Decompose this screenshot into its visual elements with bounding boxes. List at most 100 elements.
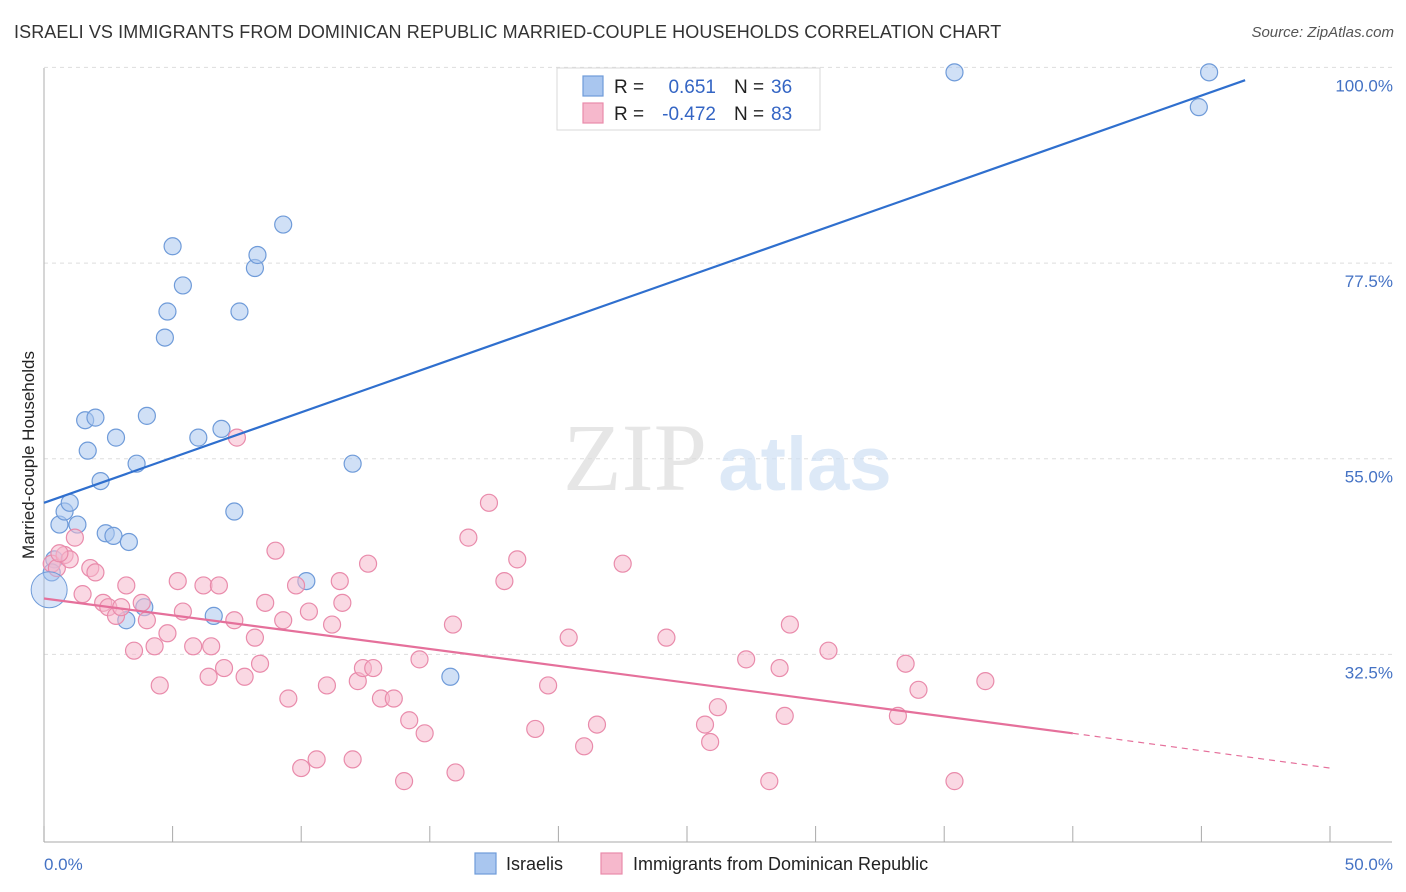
israelis-point [212, 419, 231, 439]
israelis-point [119, 532, 138, 552]
israelis-point [86, 408, 105, 427]
dominican-point [145, 637, 164, 656]
israelis-point [78, 441, 97, 460]
y-axis-label: Married-couple Households [19, 351, 38, 559]
legend-n-label-dominican: N = [734, 104, 764, 125]
israelis-point [104, 526, 123, 545]
israelis-point [158, 302, 177, 321]
dominican-point [459, 528, 478, 547]
dominican-point [770, 658, 789, 678]
dominican-point [945, 772, 964, 791]
x-tick-label-min: 0.0% [44, 855, 83, 874]
israelis-point [106, 428, 126, 447]
israelis-point [248, 245, 267, 265]
dominican-point [322, 615, 342, 634]
trend-lines [43, 79, 1331, 769]
dominican-point [235, 667, 254, 686]
grid-lines [44, 66, 1392, 655]
israelis-point [945, 63, 964, 82]
bottom-legend-swatch-dominican [600, 852, 623, 875]
legend-swatch-dominican [582, 102, 604, 124]
dominican-point [137, 611, 156, 630]
dominican-point [358, 554, 378, 573]
chart-title: ISRAELI VS IMMIGRANTS FROM DOMINICAN REP… [14, 22, 1002, 42]
dominican-point [737, 650, 756, 669]
dominican-point [194, 576, 213, 595]
israelis-point [225, 502, 244, 521]
bottom-legend-label-dominican: Immigrants from Dominican Republic [633, 854, 928, 874]
dominican-point [184, 637, 203, 656]
legend-r-label-israelis: R = [614, 77, 644, 98]
data-points [30, 63, 1219, 791]
dominican-point [400, 711, 419, 730]
dominican-point [976, 672, 995, 691]
dominican-point [256, 593, 275, 612]
legend-n-value-dominican: 83 [771, 104, 792, 125]
dominican-point [539, 676, 558, 695]
dominican-point [209, 576, 228, 595]
dominican-point [317, 676, 337, 695]
dominican-point [415, 724, 434, 743]
watermark-zip: ZIP [563, 404, 707, 511]
dominican-point [394, 772, 414, 791]
dominican-point [587, 715, 607, 734]
dominican-point [333, 593, 352, 612]
axes: 32.5% 55.0% 77.5% 100.0% 0.0% 50.0% [43, 68, 1393, 874]
dominican-point [575, 737, 594, 756]
dominican-point [168, 572, 187, 591]
dominican-point [657, 628, 676, 647]
israelis-point [441, 667, 460, 686]
israelis-cluster-point [30, 571, 68, 609]
dominican-point [250, 654, 270, 673]
dominican-point [286, 576, 306, 595]
dominican-point [410, 650, 429, 669]
dominican-point [909, 680, 928, 699]
israelis-point [343, 454, 362, 473]
dominican-point [279, 689, 298, 708]
israelis-point [230, 302, 249, 321]
dominican-point [760, 772, 779, 791]
dominican-point [124, 641, 144, 660]
israelis-point [189, 428, 208, 447]
israelis-point [163, 237, 182, 256]
dominican-point [495, 572, 514, 591]
legend-swatch-israelis [582, 75, 604, 97]
dominican-point [479, 493, 499, 512]
dominican-point [214, 658, 234, 678]
legend-r-value-dominican: -0.472 [662, 104, 716, 125]
israelis-point [1189, 98, 1208, 117]
dominican-point [292, 758, 311, 778]
dominican-point [613, 554, 632, 573]
israelis-point [173, 276, 192, 295]
israelis-point [274, 215, 293, 234]
dominican-point [819, 641, 838, 660]
dominican-point [695, 715, 715, 734]
dominican-point [708, 698, 727, 717]
bottom-legend-label-israelis: Israelis [506, 854, 563, 874]
dominican-point [330, 572, 349, 591]
bottom-legend-swatch-israelis [474, 852, 497, 875]
dominican-point [896, 654, 915, 673]
dominican-point [65, 528, 84, 547]
dominican-point [384, 689, 403, 708]
dominican-point [117, 576, 136, 595]
x-tick-label-max: 50.0% [1345, 855, 1393, 874]
legend-r-value-israelis: 0.651 [668, 77, 716, 98]
dominican-point [508, 550, 527, 569]
dominican-point [307, 750, 326, 769]
israelis-trend-line [43, 79, 1246, 504]
chart-source: Source: ZipAtlas.com [1251, 24, 1394, 41]
legend-n-value-israelis: 36 [771, 77, 792, 98]
israelis-point [137, 406, 156, 425]
dominican-point [86, 563, 105, 582]
dominican-point [199, 667, 218, 686]
dominican-point [364, 658, 383, 678]
y-tick-label: 77.5% [1345, 272, 1393, 291]
legend-n-label-israelis: N = [734, 77, 764, 98]
dominican-point [202, 637, 221, 656]
watermark-atlas: atlas [718, 422, 891, 507]
dominican-point [526, 719, 545, 739]
y-tick-label: 100.0% [1335, 76, 1393, 95]
dominican-point [780, 615, 799, 634]
